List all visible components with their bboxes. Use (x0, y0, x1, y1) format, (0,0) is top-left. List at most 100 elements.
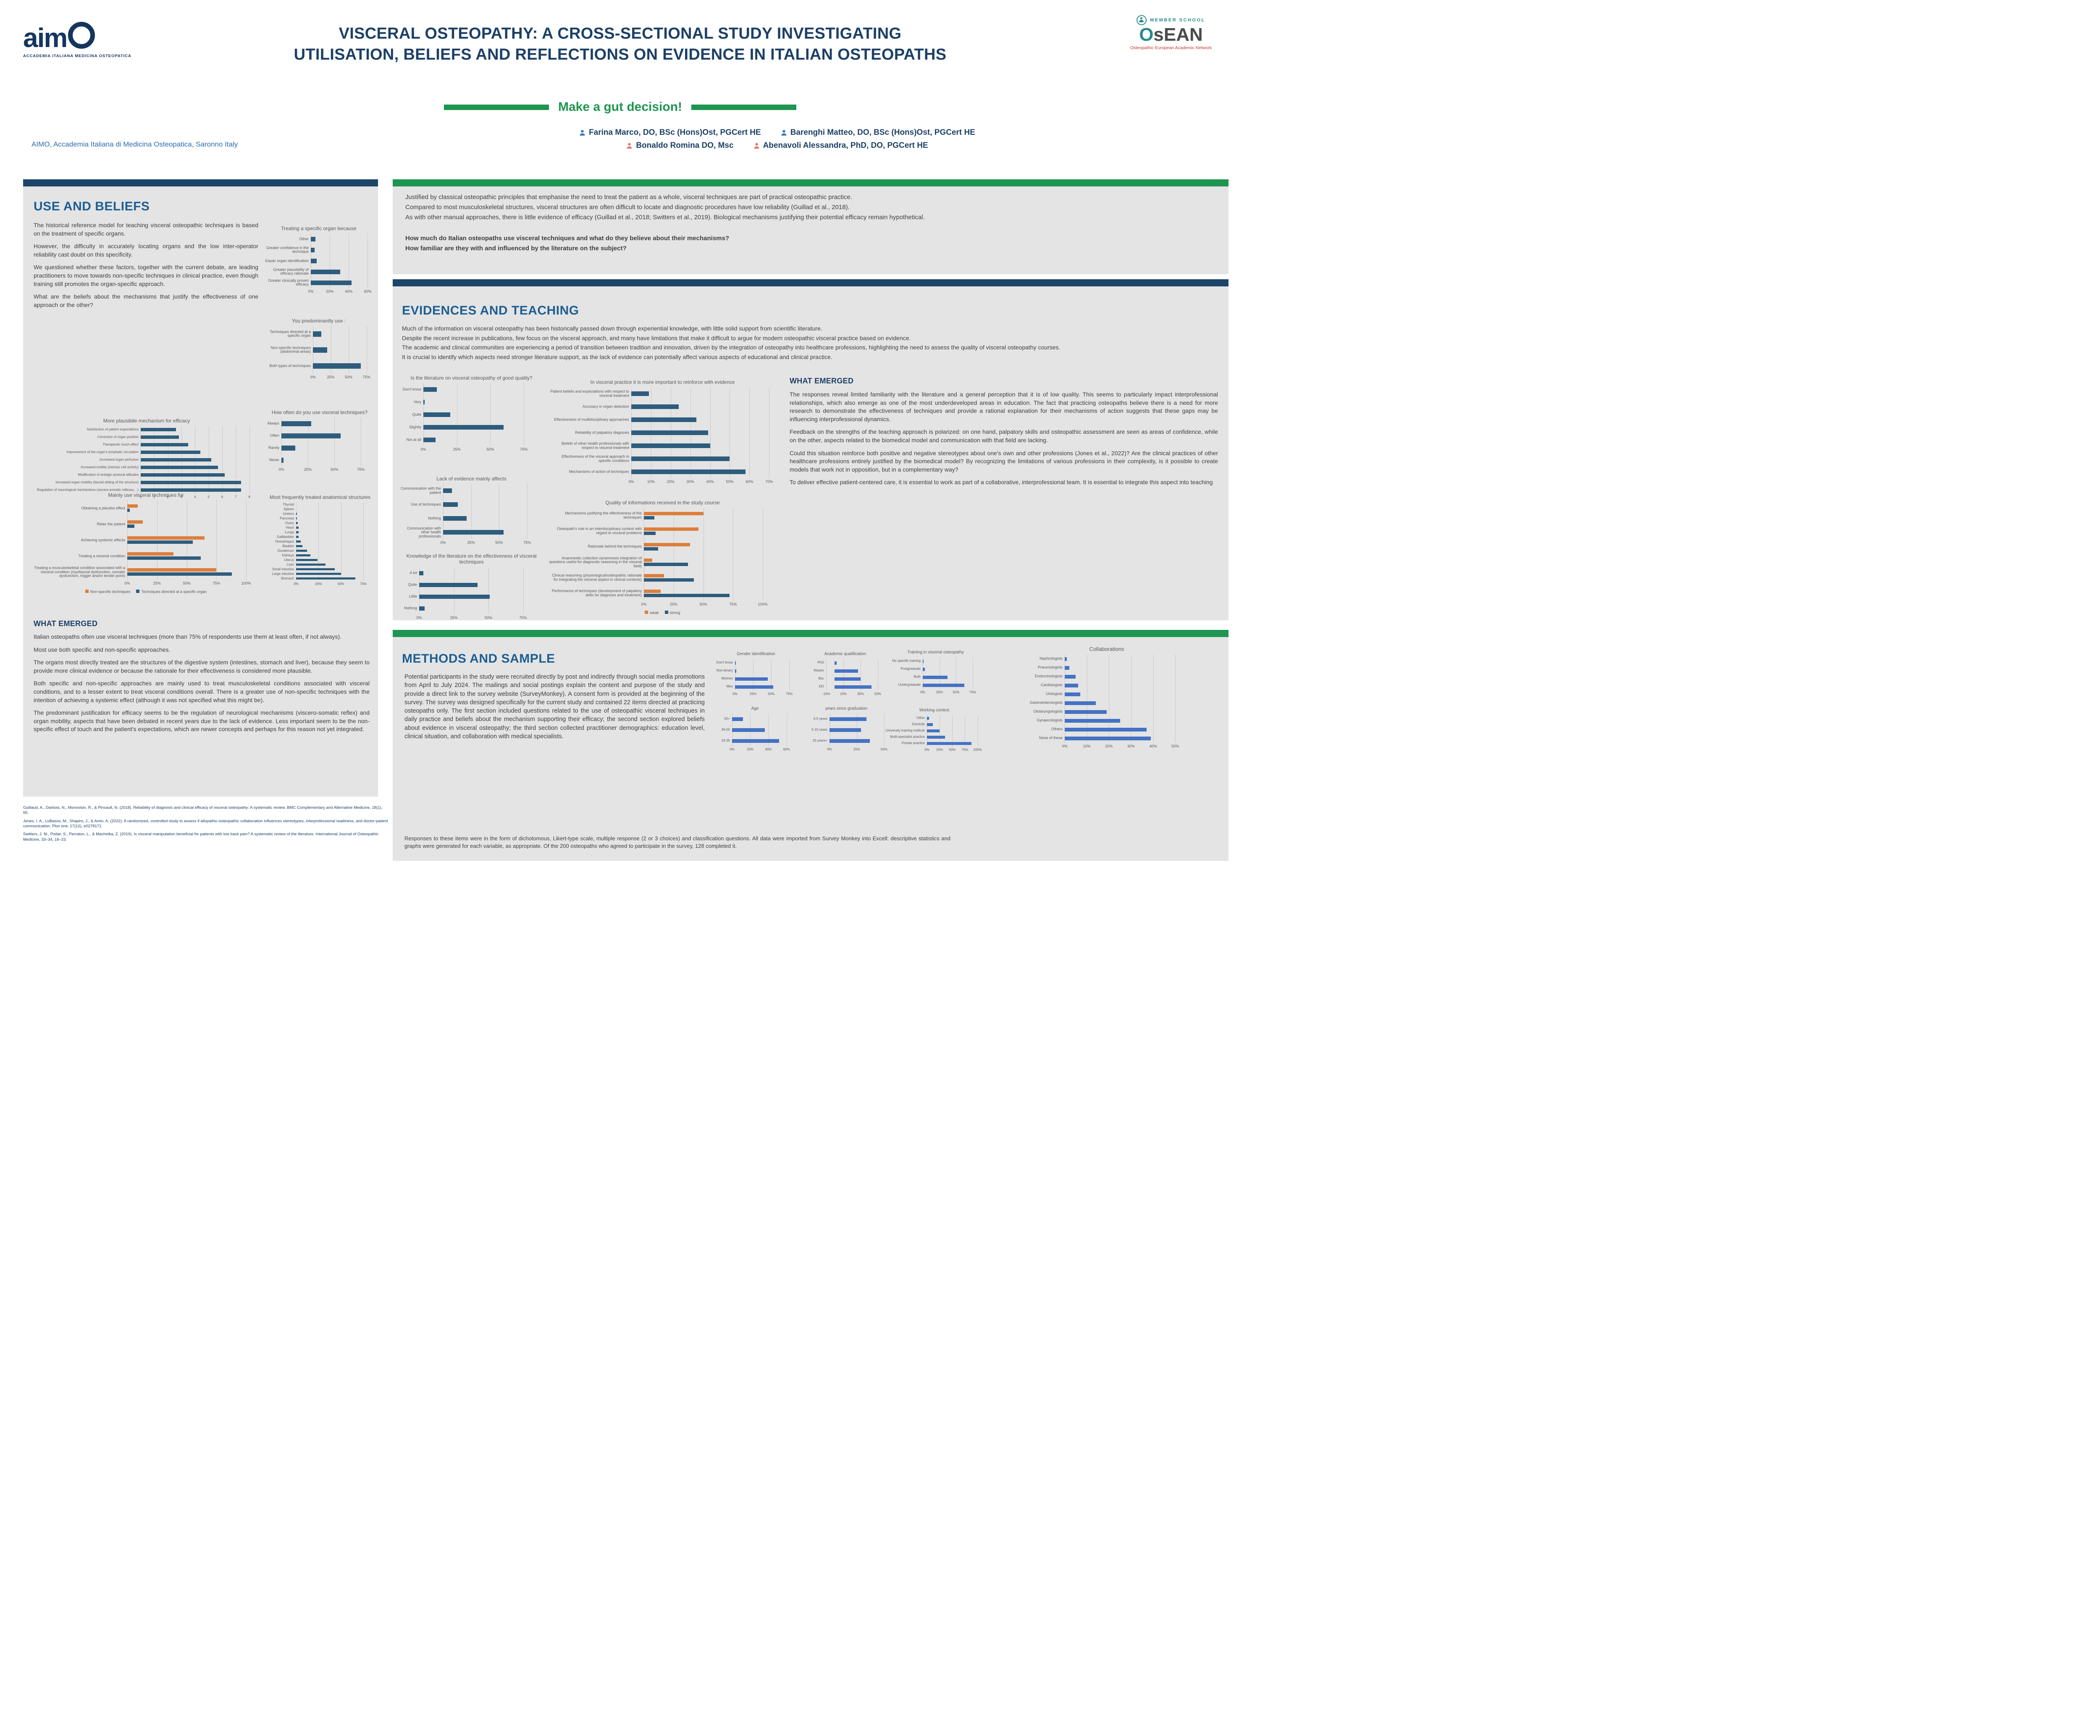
paragraph: The organs most directly treated are the… (34, 659, 370, 674)
chart-training-visceral: Training in visceral osteopathy No specif… (892, 650, 976, 694)
chart-predominantly-use: You predominantly use : Techniques direct… (269, 318, 370, 380)
person-icon (781, 129, 787, 136)
aimo-wordmark: aim (23, 23, 68, 53)
section-use-and-beliefs: USE AND BELIEFS The historical reference… (23, 179, 378, 797)
chart-gender-identification: Gender identification Don't know Non-binar… (716, 652, 793, 696)
aimo-subtitle: ACCADEMIA ITALIANA MEDICINA OSTEOPATICA (23, 54, 131, 58)
title-line-1: VISCERAL OSTEOPATHY: A CROSS-SECTIONAL S… (339, 25, 902, 42)
person-icon (627, 142, 632, 149)
paragraph: As with other manual approaches, there i… (405, 214, 925, 221)
paragraph: Most use both specific and non-specific … (34, 646, 171, 653)
paragraph: What are the beliefs about the mechanism… (34, 293, 258, 308)
chart-academic-qualification: Academic qualification PhD Master Bsc DO -10%… (814, 652, 881, 696)
author: Abenavoli Alessandra, PhD, DO, PGCert HE (753, 141, 928, 150)
aimo-o-icon (68, 22, 95, 49)
chart-working-context: Working context Other Domicile University t… (885, 708, 982, 752)
chart-quality-informations: Quality of informations received in the … (549, 500, 768, 615)
paragraph: Could this situation reinforce both posi… (790, 449, 1218, 473)
paragraph: Justified by classical osteopathic princ… (405, 194, 852, 201)
intro-bold-lines: How much do Italian osteopaths use visce… (405, 234, 1216, 254)
author: Barenghi Matteo, DO, BSc (Hons)Ost, PGCe… (780, 128, 975, 137)
person-icon (754, 142, 759, 149)
paragraph: Much of the information on visceral oste… (402, 325, 822, 332)
tagline: Make a gut decision! (558, 100, 682, 114)
paragraph: Jones, I. A., LoBasso, M., Shapiro, J., … (23, 818, 388, 829)
legend-item: Non-specific techniques (85, 590, 130, 594)
methods-text-2: Responses to these items were in the for… (404, 835, 950, 850)
chart-years-since-graduation: years since graduation 0-5 years 5-10 year… (811, 706, 887, 751)
chart-knowledge-literature: Knowledge of the literature on the effec… (404, 553, 537, 620)
poster: aim ACCADEMIA ITALIANA MEDICINA OSTEOPAT… (0, 0, 1240, 868)
chart-plausible-mechanism: More plausibile mechanism for efficacy Sa… (37, 418, 250, 499)
authors-block: Farina Marco, DO, BSc (Hons)Ost, PGCert … (445, 128, 1109, 154)
intro-topbar (393, 179, 1228, 186)
title-line-2: UTILISATION, BELIEFS AND REFLECTIONS ON … (294, 46, 947, 63)
use-beliefs-topbar (23, 179, 378, 186)
legend-item: Techniques directed at a specific organ (136, 590, 207, 594)
paragraph: Feedback on the strengths of the teachin… (790, 428, 1218, 443)
chart-literature-quality: Is the literature on visceral osteopathy… (402, 375, 533, 452)
osean-logo: MEMBER SCHOOL OsEAN Osteopathic European… (1114, 15, 1228, 50)
author-name: Barenghi Matteo, DO, BSc (Hons)Ost, PGCe… (790, 128, 975, 137)
author: Bonaldo Romina DO, Msc (626, 141, 734, 150)
chart-how-often: How often do you use visceral techniques… (267, 409, 368, 472)
evidences-heading: EVIDENCES AND TEACHING (402, 304, 579, 317)
chart-anatomical-structures: Most frequently treated anatomical struc… (269, 494, 371, 586)
evidences-emerged-heading: WHAT EMERGED (790, 377, 854, 385)
author-name: Bonaldo Romina DO, Msc (636, 141, 734, 150)
person-icon (580, 129, 585, 136)
use-beliefs-text: The historical reference model for teach… (34, 221, 258, 314)
legend-item: weak (645, 611, 659, 615)
section-evidences: EVIDENCES AND TEACHING Much of the infor… (393, 279, 1228, 620)
paragraph: To deliver effective patient-centered ca… (790, 479, 1213, 486)
osean-member-school: MEMBER SCHOOL (1150, 18, 1205, 23)
methods-text-1: Potential participants in the study were… (404, 674, 705, 740)
chart-collaborations: Collaborations Nephrologists Pneumologists… (1029, 646, 1179, 748)
paragraph: Compared to most musculoskeletal structu… (405, 204, 850, 211)
legend-item: strong (664, 611, 680, 615)
osean-wordmark: OsEAN (1139, 24, 1203, 45)
paragraph: We questioned whether these factors, tog… (34, 264, 258, 287)
author-name: Abenavoli Alessandra, PhD, DO, PGCert HE (763, 141, 928, 150)
use-beliefs-emerged-heading: WHAT EMERGED (34, 619, 98, 628)
chart-treating-specific-organ: Treating a specific organ because Other Gr… (265, 226, 372, 294)
affiliation: AIMO, Accademia Italiana di Medicina Ost… (32, 140, 238, 148)
osean-subtitle: Osteopathic European Academic Network (1130, 45, 1212, 51)
intro-lines: Justified by classical osteopathic princ… (405, 193, 1216, 223)
methods-heading: METHODS AND SAMPLE (402, 652, 555, 666)
paragraph: However, the difficulty in accurately lo… (34, 243, 258, 258)
authors-line-1: Farina Marco, DO, BSc (Hons)Ost, PGCert … (445, 128, 1109, 137)
paragraph: The academic and clinical communities ar… (402, 344, 1060, 351)
use-beliefs-heading: USE AND BELIEFS (34, 199, 150, 213)
paragraph: Both specific and non-specific approache… (34, 680, 370, 703)
osean-person-icon (1137, 15, 1147, 25)
evidences-emerged-text: The responses reveal limited familiarity… (790, 391, 1218, 491)
tagline-bar-left (444, 104, 549, 110)
authors-line-2: Bonaldo Romina DO, Msc Abenavoli Alessand… (445, 141, 1109, 150)
aimo-logo: aim ACCADEMIA ITALIANA MEDICINA OSTEOPAT… (23, 22, 131, 58)
paragraph: How much do Italian osteopaths use visce… (405, 235, 730, 242)
evidences-topbar (393, 279, 1228, 286)
chart-mainly-use-for: Mainly use visceral techniques for Obtain… (34, 492, 251, 594)
methods-topbar (393, 630, 1228, 637)
evidences-text: Much of the information on visceral oste… (402, 325, 1219, 362)
evidences-box (393, 286, 1228, 620)
section-intro: Justified by classical osteopathic princ… (393, 179, 1228, 274)
paragraph: The historical reference model for teach… (34, 222, 258, 237)
paragraph: The responses reveal limited familiarity… (790, 391, 1218, 422)
chart-reinforce-with-evidence: In visceral practice it is more importan… (550, 379, 773, 484)
paragraph: Switters, J. M., Podar, S., Perraton, L.… (23, 832, 379, 842)
paragraph: The predominant justification for effica… (34, 709, 370, 733)
chart-lack-of-evidence: Lack of evidence mainly affects Communica… (400, 476, 531, 545)
paragraph: Despite the recent increase in publicati… (402, 334, 911, 341)
paragraph: How familiar are they with and influence… (405, 245, 627, 252)
intro-box (393, 186, 1228, 274)
methods-box (393, 637, 1228, 861)
section-methods: METHODS AND SAMPLE Potential participant… (393, 630, 1228, 861)
poster-title: VISCERAL OSTEOPATHY: A CROSS-SECTIONAL S… (185, 23, 1055, 65)
chart-age: Age 55+ 36-55 18-35 0% 20% 40% 60% (721, 706, 790, 751)
author: Farina Marco, DO, BSc (Hons)Ost, PGCert … (579, 128, 761, 137)
tagline-bar-right (691, 104, 797, 110)
use-beliefs-emerged-text: Italian osteopaths often use visceral te… (34, 633, 370, 738)
paragraph: Italian osteopaths often use visceral te… (34, 633, 342, 640)
